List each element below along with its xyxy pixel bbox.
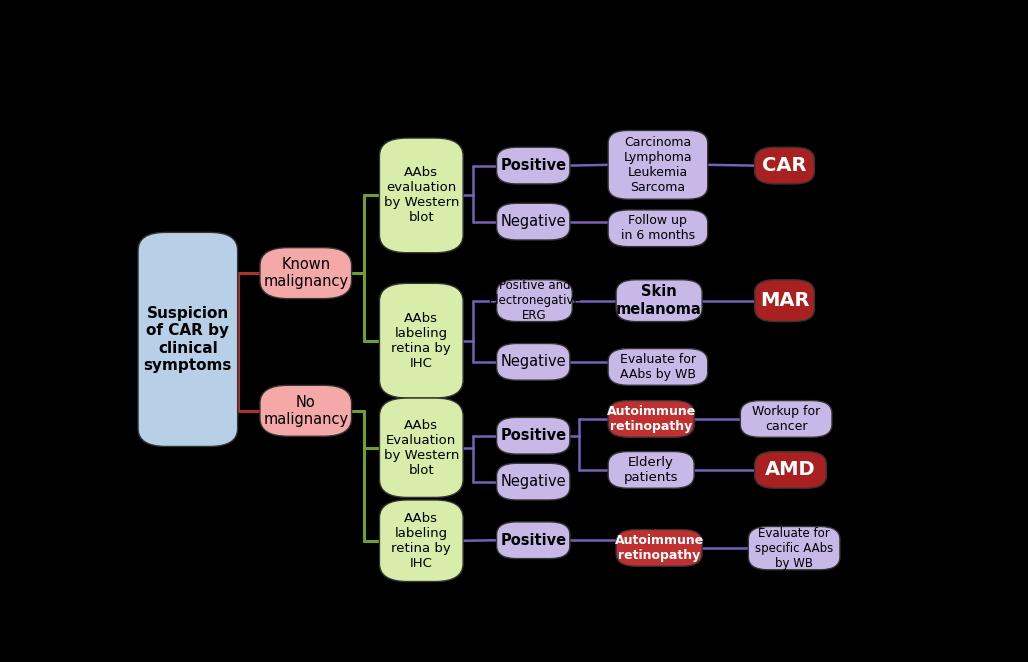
FancyBboxPatch shape bbox=[755, 147, 814, 184]
FancyBboxPatch shape bbox=[616, 280, 702, 322]
FancyBboxPatch shape bbox=[379, 500, 463, 581]
FancyBboxPatch shape bbox=[497, 147, 570, 184]
Text: Workup for
cancer: Workup for cancer bbox=[752, 405, 820, 433]
FancyBboxPatch shape bbox=[609, 130, 707, 199]
FancyBboxPatch shape bbox=[497, 203, 570, 240]
FancyBboxPatch shape bbox=[755, 451, 827, 489]
Text: Skin
melanoma: Skin melanoma bbox=[616, 285, 702, 317]
Text: No
malignancy: No malignancy bbox=[263, 395, 348, 427]
FancyBboxPatch shape bbox=[609, 349, 707, 385]
FancyBboxPatch shape bbox=[497, 280, 573, 322]
Text: Positive and
electronegative
ERG: Positive and electronegative ERG bbox=[488, 279, 581, 322]
Text: MAR: MAR bbox=[760, 291, 809, 310]
Text: Evaluate for
AAbs by WB: Evaluate for AAbs by WB bbox=[620, 353, 696, 381]
Text: Evaluate for
specific AAbs
by WB: Evaluate for specific AAbs by WB bbox=[755, 527, 834, 569]
Text: AAbs
labeling
retina by
IHC: AAbs labeling retina by IHC bbox=[392, 312, 451, 369]
Text: Positive: Positive bbox=[501, 158, 566, 173]
Text: Positive: Positive bbox=[501, 428, 566, 444]
FancyBboxPatch shape bbox=[609, 210, 707, 247]
Text: Suspicion
of CAR by
clinical
symptoms: Suspicion of CAR by clinical symptoms bbox=[144, 306, 232, 373]
Text: Autoimmune
retinopathy: Autoimmune retinopathy bbox=[607, 405, 696, 433]
FancyBboxPatch shape bbox=[748, 526, 840, 570]
Text: AAbs
labeling
retina by
IHC: AAbs labeling retina by IHC bbox=[392, 512, 451, 570]
Text: AMD: AMD bbox=[765, 460, 816, 479]
Text: Negative: Negative bbox=[501, 214, 566, 229]
FancyBboxPatch shape bbox=[497, 463, 570, 500]
FancyBboxPatch shape bbox=[497, 344, 570, 380]
FancyBboxPatch shape bbox=[497, 418, 570, 454]
Text: Autoimmune
retinopathy: Autoimmune retinopathy bbox=[615, 534, 704, 562]
Text: Carcinoma
Lymphoma
Leukemia
Sarcoma: Carcinoma Lymphoma Leukemia Sarcoma bbox=[624, 136, 692, 194]
FancyBboxPatch shape bbox=[740, 401, 832, 438]
FancyBboxPatch shape bbox=[497, 522, 570, 559]
FancyBboxPatch shape bbox=[138, 232, 237, 446]
Text: Negative: Negative bbox=[501, 354, 566, 369]
FancyBboxPatch shape bbox=[379, 283, 463, 398]
Text: Positive: Positive bbox=[501, 533, 566, 547]
FancyBboxPatch shape bbox=[260, 385, 352, 436]
Text: Elderly
patients: Elderly patients bbox=[624, 456, 678, 484]
FancyBboxPatch shape bbox=[260, 248, 352, 299]
FancyBboxPatch shape bbox=[379, 138, 463, 253]
Text: Negative: Negative bbox=[501, 474, 566, 489]
FancyBboxPatch shape bbox=[755, 280, 814, 322]
Text: AAbs
Evaluation
by Western
blot: AAbs Evaluation by Western blot bbox=[383, 419, 458, 477]
Text: AAbs
evaluation
by Western
blot: AAbs evaluation by Western blot bbox=[383, 166, 458, 224]
Text: Known
malignancy: Known malignancy bbox=[263, 257, 348, 289]
FancyBboxPatch shape bbox=[379, 398, 463, 497]
FancyBboxPatch shape bbox=[609, 451, 694, 489]
FancyBboxPatch shape bbox=[609, 401, 694, 438]
FancyBboxPatch shape bbox=[616, 530, 702, 566]
Text: Follow up
in 6 months: Follow up in 6 months bbox=[621, 214, 695, 242]
Text: CAR: CAR bbox=[763, 156, 807, 175]
